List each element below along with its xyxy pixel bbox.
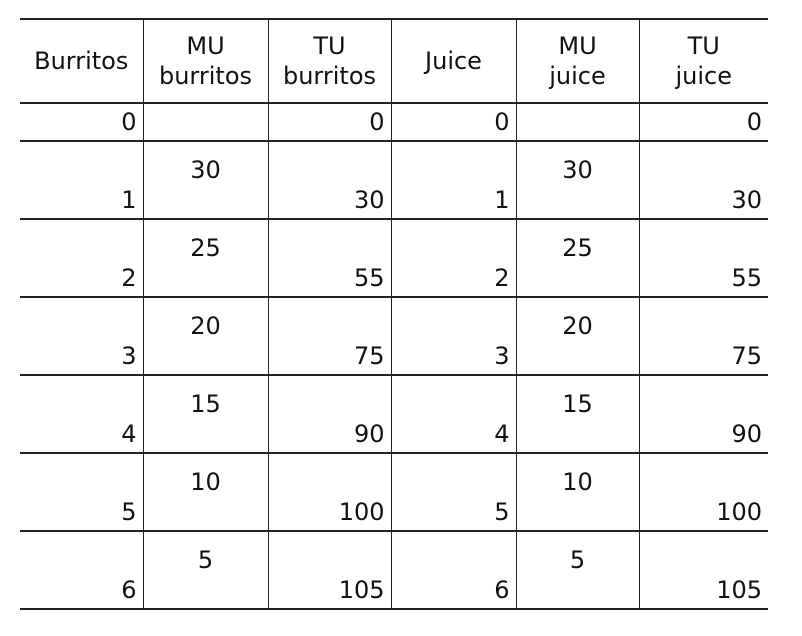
cell-mu-juice: 5	[515, 530, 640, 610]
table-row: 2 25 55 2 25 55	[20, 218, 768, 298]
header-row: Burritos MU burritos TU burritos Juice M…	[20, 18, 768, 104]
header-line: Burritos	[34, 47, 129, 75]
header-tu-juice: TU juice	[638, 18, 768, 104]
cell-mu-juice: 20	[515, 296, 640, 376]
cell-mu-burritos: 30	[142, 140, 269, 220]
table-row: 5 10 100 5 10 100	[20, 452, 768, 532]
header-mu-burritos: MU burritos	[142, 18, 269, 104]
header-line: burritos	[282, 62, 377, 90]
utility-table: Burritos MU burritos TU burritos Juice M…	[20, 18, 768, 610]
cell-tu-burritos: 105	[267, 530, 392, 610]
header-line: TU	[687, 32, 720, 60]
cell-juice: 3	[390, 296, 517, 376]
cell-mu-juice: 30	[515, 140, 640, 220]
cell-tu-burritos: 0	[267, 102, 392, 142]
cell-tu-juice: 105	[638, 530, 768, 610]
cell-burritos: 1	[20, 140, 144, 220]
header-tu-burritos: TU burritos	[267, 18, 392, 104]
cell-juice: 0	[390, 102, 517, 142]
header-line: MU	[558, 32, 597, 60]
cell-mu-juice: 10	[515, 452, 640, 532]
cell-mu-burritos: 25	[142, 218, 269, 298]
cell-burritos: 0	[20, 102, 144, 142]
cell-mu-burritos: 10	[142, 452, 269, 532]
cell-tu-burritos: 90	[267, 374, 392, 454]
header-line: TU	[313, 32, 346, 60]
header-line: Juice	[425, 47, 482, 75]
cell-tu-juice: 90	[638, 374, 768, 454]
header-juice: Juice	[390, 18, 517, 104]
table-row: 4 15 90 4 15 90	[20, 374, 768, 454]
cell-burritos: 5	[20, 452, 144, 532]
cell-tu-juice: 0	[638, 102, 768, 142]
cell-mu-juice	[515, 102, 640, 142]
cell-tu-juice: 75	[638, 296, 768, 376]
cell-tu-burritos: 55	[267, 218, 392, 298]
cell-tu-burritos: 75	[267, 296, 392, 376]
cell-juice: 5	[390, 452, 517, 532]
table-row: 6 5 105 6 5 105	[20, 530, 768, 610]
table-row: 1 30 30 1 30 30	[20, 140, 768, 220]
cell-juice: 1	[390, 140, 517, 220]
cell-tu-burritos: 30	[267, 140, 392, 220]
table-body: 0 0 0 0 1 30 30 1 30 30 2 25 55 2 25 55 …	[20, 102, 768, 610]
table-row: 3 20 75 3 20 75	[20, 296, 768, 376]
cell-burritos: 2	[20, 218, 144, 298]
header-line: juice	[549, 62, 606, 90]
cell-mu-juice: 25	[515, 218, 640, 298]
cell-juice: 2	[390, 218, 517, 298]
cell-juice: 6	[390, 530, 517, 610]
cell-burritos: 4	[20, 374, 144, 454]
cell-burritos: 3	[20, 296, 144, 376]
cell-mu-juice: 15	[515, 374, 640, 454]
cell-mu-burritos	[142, 102, 269, 142]
cell-juice: 4	[390, 374, 517, 454]
header-mu-juice: MU juice	[515, 18, 640, 104]
cell-mu-burritos: 5	[142, 530, 269, 610]
table-header: Burritos MU burritos TU burritos Juice M…	[20, 18, 768, 104]
cell-burritos: 6	[20, 530, 144, 610]
cell-tu-juice: 55	[638, 218, 768, 298]
cell-mu-burritos: 20	[142, 296, 269, 376]
cell-tu-juice: 30	[638, 140, 768, 220]
cell-tu-juice: 100	[638, 452, 768, 532]
cell-tu-burritos: 100	[267, 452, 392, 532]
header-burritos: Burritos	[20, 18, 144, 104]
table-row: 0 0 0 0	[20, 102, 768, 142]
cell-mu-burritos: 15	[142, 374, 269, 454]
header-line: juice	[675, 62, 732, 90]
header-line: MU	[186, 32, 225, 60]
header-line: burritos	[158, 62, 253, 90]
